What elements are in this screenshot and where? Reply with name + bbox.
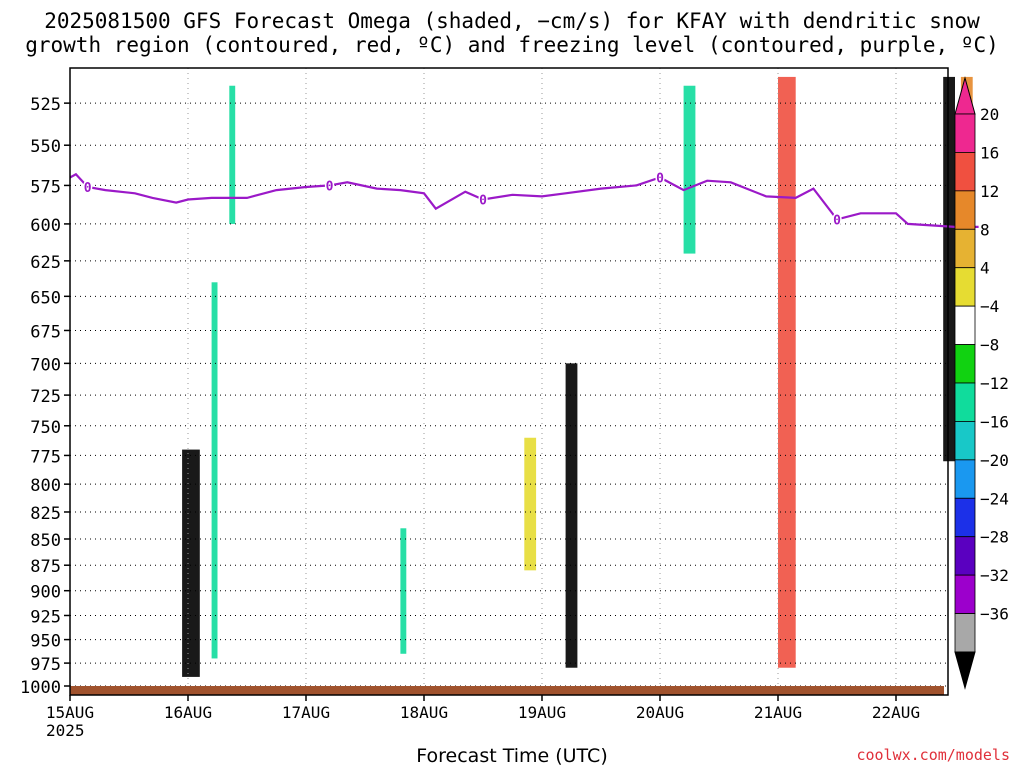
ground-strip (70, 686, 944, 695)
omega-region (211, 282, 218, 659)
y-tick-label: 550 (30, 137, 61, 157)
freezing-level-label: 0 (833, 213, 841, 228)
freezing-level-contour: 0 0 0 0 0 (69, 170, 979, 230)
y-tick-label: 925 (30, 607, 61, 627)
colorbar-label: −28 (980, 528, 1009, 547)
colorbar-band (954, 152, 976, 192)
x-tick-label: 19AUG (518, 703, 566, 722)
omega-region (229, 85, 236, 224)
y-axis-ticks: 525 550 575 600 625 650 675 700 725 750 775 800 825 8… (20, 95, 70, 698)
omega-region (182, 449, 200, 677)
freezing-level-label: 0 (656, 172, 664, 187)
colorbar-band (954, 190, 976, 230)
credit-link[interactable]: coolwx.com/models (856, 746, 1010, 764)
plot-area (70, 68, 948, 695)
y-tick-label: 775 (30, 447, 61, 467)
y-tick-label: 600 (30, 216, 61, 236)
colorbar-label: 20 (980, 105, 999, 124)
colorbar-band (954, 382, 976, 422)
x-axis-ticks: 15AUG 16AUG 17AUG 18AUG 19AUG 20AUG 21AUG 22AUG (46, 695, 920, 722)
y-tick-label: 525 (30, 95, 61, 115)
y-tick-label: 825 (30, 504, 61, 524)
colorbar-band (954, 228, 976, 269)
x-tick-label: 16AUG (164, 703, 212, 722)
colorbar-band (954, 267, 976, 307)
colorbar-bottom-tip (954, 651, 976, 690)
colorbar-label: −4 (980, 297, 999, 316)
colorbar-label: −20 (980, 451, 1009, 470)
x-tick-label: 20AUG (636, 703, 684, 722)
colorbar-band (954, 536, 976, 576)
chart-title-line-1: 2025081500 GFS Forecast Omega (shaded, −… (44, 9, 980, 33)
plot-border (69, 67, 949, 696)
freezing-level-line (69, 172, 979, 228)
plot-frame (69, 67, 949, 696)
omega-region (400, 528, 407, 654)
y-tick-label: 975 (30, 655, 61, 675)
colorbar-label: 12 (980, 182, 999, 201)
y-tick-label: 650 (30, 288, 61, 308)
freezing-level-label: 0 (479, 193, 487, 208)
x-axis-year: 2025 (46, 721, 85, 740)
colorbar-band (954, 421, 976, 461)
colorbar-band (954, 305, 976, 345)
y-tick-label: 850 (30, 531, 61, 551)
y-tick-label: 875 (30, 557, 61, 577)
x-tick-label: 17AUG (282, 703, 330, 722)
y-tick-label: 750 (30, 418, 61, 438)
y-tick-label: 900 (30, 583, 61, 603)
freezing-level-label: 0 (84, 181, 92, 196)
y-tick-label: 1000 (20, 678, 61, 698)
colorbar-label: −32 (980, 566, 1009, 585)
colorbar-band (954, 113, 976, 153)
freezing-level-label: 0 (326, 179, 334, 194)
omega-region (943, 76, 955, 462)
omega-region (778, 76, 796, 668)
x-tick-label: 21AUG (754, 703, 802, 722)
plot-background (70, 68, 948, 695)
y-tick-label: 625 (30, 253, 61, 273)
colorbar-label: −24 (980, 489, 1009, 508)
x-axis-title: Forecast Time (UTC) (416, 745, 608, 767)
y-tick-label: 675 (30, 322, 61, 342)
colorbar-band (954, 344, 976, 384)
y-tick-label: 800 (30, 476, 61, 496)
omega-region (565, 363, 578, 668)
omega-region (683, 85, 696, 254)
colorbar-label: 16 (980, 143, 999, 162)
colorbar-label: −16 (980, 412, 1009, 431)
colorbar-label: −8 (980, 336, 999, 355)
y-tick-label: 700 (30, 355, 61, 375)
omega-region (524, 437, 537, 571)
colorbar-band (954, 497, 976, 538)
colorbar-label: 8 (980, 220, 990, 239)
y-tick-label: 575 (30, 177, 61, 197)
colorbar-band (954, 459, 976, 499)
x-tick-label: 15AUG (46, 703, 94, 722)
colorbar-label: −12 (980, 374, 1009, 393)
ground-fill (70, 686, 944, 695)
x-tick-label: 22AUG (872, 703, 920, 722)
y-tick-label: 725 (30, 387, 61, 407)
colorbar-band (954, 574, 976, 614)
chart-title-line-2: growth region (contoured, red, ºC) and f… (25, 33, 999, 57)
y-tick-label: 950 (30, 632, 61, 652)
x-tick-label: 18AUG (400, 703, 448, 722)
colorbar-label: 4 (980, 259, 990, 278)
colorbar-band (954, 613, 976, 653)
colorbar: 20 16 12 8 4 −4 −8 −12 −16 −20 −24 −28 −32 −36 (954, 76, 1009, 690)
colorbar-label: −36 (980, 605, 1009, 624)
